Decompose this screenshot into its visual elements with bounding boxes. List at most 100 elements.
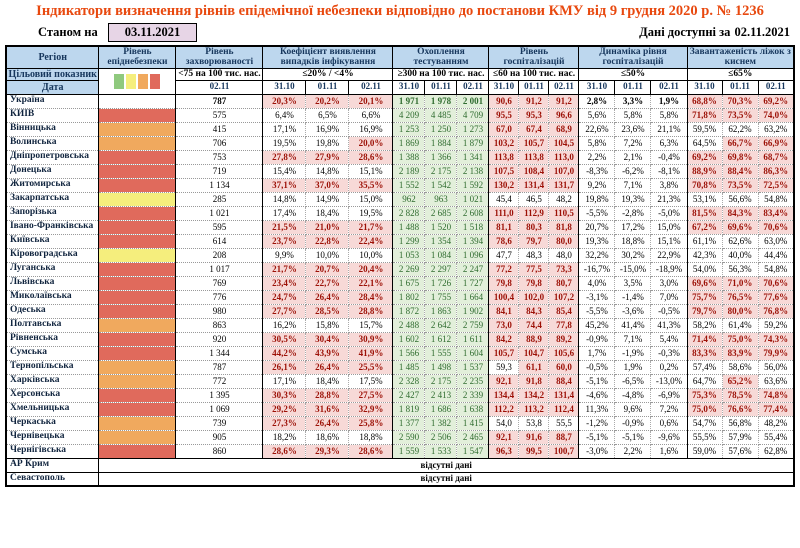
detection-cell: 18,6% <box>305 429 350 445</box>
dynamics-cell: 7,2% <box>650 401 688 417</box>
oxygen-beds-cell: 78,5% <box>721 387 759 403</box>
table-row: Дніпропетровська 753 27,8% 27,9% 28,6% 1 388 1… <box>5 149 795 165</box>
detection-cell: 20,7% <box>305 261 350 277</box>
testing-cell: 1 879 <box>456 135 490 151</box>
oxygen-beds-cell: 58,6% <box>721 359 759 375</box>
table-row: Миколаївська 776 24,7% 26,4% 28,4% 1 802 1 755… <box>5 289 795 305</box>
detection-cell: 19,8% <box>305 135 350 151</box>
region-cell: Рівненська <box>5 331 100 347</box>
date-header-6-2: 02.11 <box>757 79 795 95</box>
detection-cell: 18,2% <box>262 429 307 445</box>
data-available-date: 02.11.2021 <box>734 25 790 40</box>
date-header-2-0: 31.10 <box>262 79 307 95</box>
hospitalization-cell: 104,7 <box>518 345 550 361</box>
hospitalization-cell: 78,6 <box>488 233 520 249</box>
region-cell: Одеська <box>5 303 100 319</box>
target-threshold-4: ≤60 на 100 тис. нас. <box>488 67 580 81</box>
hospitalization-cell: 92,1 <box>488 429 520 445</box>
hospitalization-cell: 112,2 <box>488 401 520 417</box>
legend-swatch-3 <box>150 73 161 89</box>
hospitalization-cell: 89,2 <box>548 331 580 347</box>
detection-cell: 18,4% <box>305 205 350 221</box>
detection-cell: 20,2% <box>305 93 350 109</box>
testing-cell: 1 686 <box>424 401 458 417</box>
region-cell: Вінницька <box>5 121 100 137</box>
dynamics-cell: -5,1% <box>614 429 652 445</box>
oxygen-beds-cell: 74,8% <box>757 387 795 403</box>
testing-cell: 1 382 <box>424 415 458 431</box>
hospitalization-cell: 113,2 <box>518 401 550 417</box>
hospitalization-cell: 84,2 <box>488 331 520 347</box>
table-row: Полтавська 863 16,2% 15,8% 15,7% 2 488 2 642 2 … <box>5 317 795 333</box>
oxygen-beds-cell: 70,3% <box>721 93 759 109</box>
oxygen-beds-cell: 79,7% <box>686 303 723 319</box>
epidemic-level-cell <box>98 219 177 235</box>
hospitalization-cell: 104,5 <box>548 135 580 151</box>
page-title: Індикатори визначення рівнів епідемічної… <box>36 3 764 19</box>
epidemic-level-cell <box>98 233 177 249</box>
dynamics-cell: -15,0% <box>614 261 652 277</box>
detection-cell: 28,8% <box>305 387 350 403</box>
hospitalization-cell: 131,4 <box>518 177 550 193</box>
detection-cell: 6,5% <box>305 107 350 123</box>
detection-cell: 29,2% <box>262 401 307 417</box>
incidence-cell: 415 <box>175 121 264 137</box>
detection-cell: 17,4% <box>262 205 307 221</box>
hospitalization-cell: 91,2 <box>518 93 550 109</box>
detection-cell: 23,4% <box>262 275 307 291</box>
oxygen-beds-cell: 59,2% <box>757 317 795 333</box>
oxygen-beds-cell: 65,2% <box>721 373 759 389</box>
dynamics-cell: 32,2% <box>578 247 616 263</box>
hospitalization-cell: 91,2 <box>548 93 580 109</box>
detection-cell: 15,8% <box>305 317 350 333</box>
hospitalization-cell: 112,9 <box>518 205 550 221</box>
testing-cell: 1 518 <box>456 219 490 235</box>
table-row: Волинська 706 19,5% 19,8% 20,0% 1 869 1 884 1 8… <box>5 135 795 151</box>
hospitalization-cell: 67,0 <box>488 121 520 137</box>
hospitalization-cell: 95,3 <box>518 107 550 123</box>
testing-cell: 1 547 <box>456 443 490 459</box>
dynamics-cell: 3,0% <box>650 275 688 291</box>
epidemic-level-cell <box>98 163 177 179</box>
dynamics-cell: -4,8% <box>614 387 652 403</box>
dynamics-cell: -1,9% <box>614 345 652 361</box>
dynamics-cell: 22,6% <box>578 121 616 137</box>
detection-cell: 43,9% <box>305 345 350 361</box>
oxygen-beds-cell: 55,5% <box>686 429 723 445</box>
incidence-cell: 1 134 <box>175 177 264 193</box>
oxygen-beds-cell: 63,0% <box>757 233 795 249</box>
testing-cell: 2 328 <box>392 373 426 389</box>
incidence-cell: 787 <box>175 93 264 109</box>
hospitalization-cell: 88,4 <box>548 373 580 389</box>
hospitalization-cell: 105,7 <box>518 135 550 151</box>
date-header-6-0: 31.10 <box>686 79 723 95</box>
target-threshold-5: ≤50% <box>578 67 688 81</box>
oxygen-beds-cell: 42,3% <box>686 247 723 263</box>
hospitalization-cell: 77,2 <box>488 261 520 277</box>
testing-cell: 1 566 <box>392 345 426 361</box>
detection-cell: 37,0% <box>305 177 350 193</box>
dynamics-cell: 9,2% <box>578 177 616 193</box>
region-cell: Кіровоградська <box>5 247 100 263</box>
hospitalization-cell: 60,0 <box>548 359 580 375</box>
dynamics-cell: 19,3% <box>578 233 616 249</box>
dynamics-cell: -8,1% <box>650 163 688 179</box>
incidence-cell: 1 021 <box>175 205 264 221</box>
detection-cell: 28,8% <box>348 303 394 319</box>
testing-cell: 2 138 <box>456 163 490 179</box>
testing-cell: 2 465 <box>456 429 490 445</box>
hospitalization-cell: 107,5 <box>488 163 520 179</box>
dynamics-cell: -18,9% <box>650 261 688 277</box>
oxygen-beds-cell: 61,4% <box>721 317 759 333</box>
oxygen-beds-cell: 83,4% <box>757 205 795 221</box>
region-cell: Україна <box>5 93 100 109</box>
oxygen-beds-cell: 62,6% <box>721 233 759 249</box>
testing-cell: 1 664 <box>456 289 490 305</box>
dynamics-cell: 1,9% <box>650 93 688 109</box>
incidence-cell: 575 <box>175 107 264 123</box>
detection-cell: 19,5% <box>262 135 307 151</box>
testing-cell: 2 642 <box>424 317 458 333</box>
detection-cell: 21,5% <box>262 219 307 235</box>
region-cell: Тернопільська <box>5 359 100 375</box>
oxygen-beds-cell: 75,7% <box>686 289 723 305</box>
